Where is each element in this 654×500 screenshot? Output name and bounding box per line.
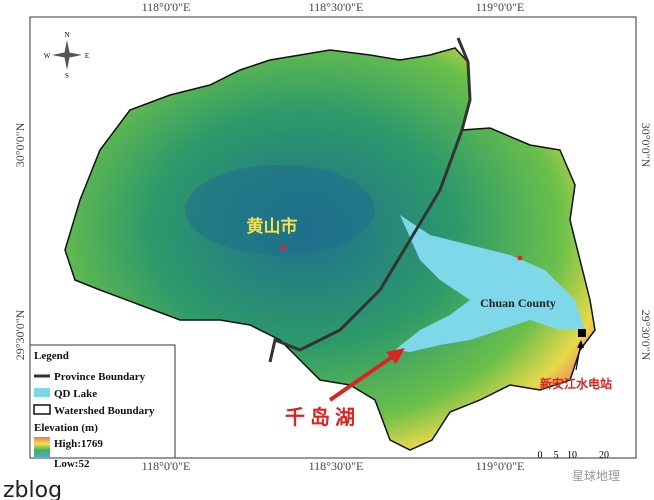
basin (185, 165, 375, 255)
bottom-tick: 118°30'0"E (309, 459, 364, 473)
scale-label: 5 (554, 450, 559, 461)
watermark: 星球地理 (572, 469, 620, 483)
lake-arrowhead (386, 348, 405, 364)
compass: N S E W (44, 31, 89, 80)
county-label: Chuan County (480, 296, 556, 310)
legend-item: Province Boundary (54, 371, 146, 383)
legend: Legend Province Boundary QD Lake Watersh… (29, 344, 176, 470)
scale-bar: 0 5 10 20 (538, 450, 610, 461)
city-label: 黄山市 (247, 216, 298, 236)
station-arrowhead (577, 340, 584, 348)
lake-label: 千 岛 湖 (285, 405, 355, 429)
city-dot (280, 245, 286, 251)
top-tick: 119°0'0"E (476, 0, 525, 14)
right-tick: 29°30'0"N (639, 310, 653, 361)
qd-lake (395, 215, 585, 352)
scale-label: 0 (538, 450, 543, 461)
lake-arrow (328, 353, 397, 402)
bottom-tick: 119°0'0"E (476, 459, 525, 473)
compass-w: W (44, 52, 51, 60)
top-tick: 118°0'0"E (142, 0, 191, 14)
compass-s: S (65, 72, 69, 80)
station-marker (578, 329, 586, 337)
bottom-tick: 118°0'0"E (142, 459, 191, 473)
county-dot (517, 255, 523, 261)
legend-title: Legend (34, 350, 69, 362)
legend-item: QD Lake (54, 388, 97, 400)
legend-low: Low:52 (54, 458, 90, 470)
legend-high: High:1769 (54, 438, 103, 450)
compass-n: N (64, 31, 69, 39)
left-tick: 30°0'0"N (13, 122, 27, 167)
left-tick: 29°30'0"N (13, 309, 27, 360)
right-tick: 30°0'0"N (639, 123, 653, 168)
watermark: zblog (3, 478, 62, 500)
top-tick: 118°30'0"E (309, 0, 364, 14)
station-label: 新安江水电站 (540, 376, 612, 391)
legend-item: Watershed Boundary (54, 405, 155, 417)
compass-e: E (85, 52, 89, 60)
scale-label: 20 (599, 450, 609, 461)
scale-label: 10 (567, 450, 577, 461)
province-boundary (268, 37, 472, 363)
legend-item: Elevation (m) (34, 422, 98, 434)
watershed (64, 47, 596, 451)
